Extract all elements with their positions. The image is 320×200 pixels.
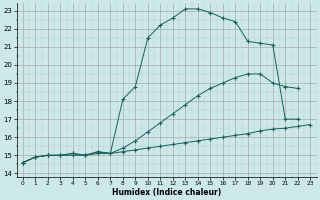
X-axis label: Humidex (Indice chaleur): Humidex (Indice chaleur) bbox=[112, 188, 221, 197]
